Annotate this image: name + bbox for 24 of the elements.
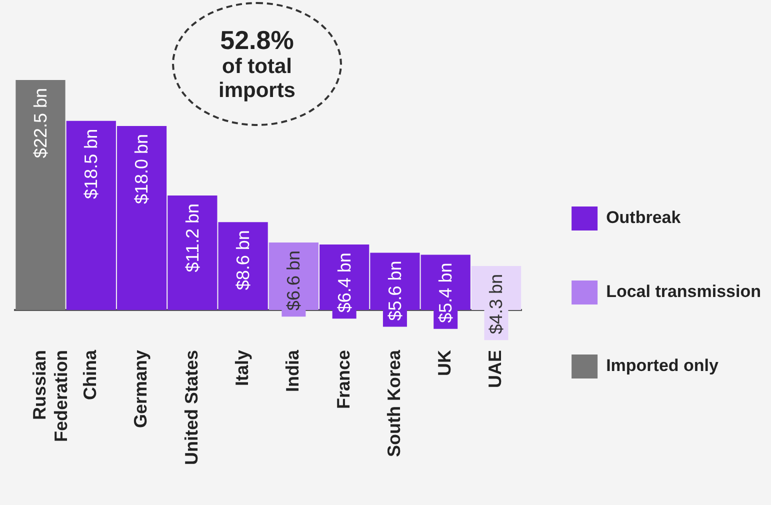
x-tick-label: UK <box>434 350 455 376</box>
data-label: $4.3 bn <box>486 274 506 334</box>
data-label: $6.4 bn <box>334 252 354 313</box>
legend-label: Outbreak <box>606 208 682 228</box>
data-label: $11.2 bn <box>182 203 202 272</box>
data-label: $5.4 bn <box>436 262 456 323</box>
x-tick-label: Germany <box>130 350 151 428</box>
legend-label: Imported only <box>606 356 720 376</box>
x-tick-label: South Korea <box>384 348 404 457</box>
data-label: $18.0 bn <box>132 134 152 204</box>
legend-label: Local transmission <box>606 282 762 302</box>
x-tick-label: France <box>333 350 354 410</box>
annotation: 52.8% of total imports <box>217 25 296 103</box>
data-label: $18.5 bn <box>81 128 102 199</box>
data-label: $6.6 bn <box>284 250 304 311</box>
data-label: $8.6 bn <box>233 230 254 290</box>
x-tick-label: UAE <box>485 350 506 388</box>
x-tick-label: United States <box>181 350 202 466</box>
data-label: $22.5 bn <box>30 88 50 158</box>
x-tick-label: India <box>282 349 303 392</box>
x-tick-label: Russian Federation <box>29 350 72 442</box>
x-tick-label: China <box>80 349 100 400</box>
data-label: $5.6 bn <box>384 260 405 321</box>
x-tick-label: Italy <box>232 350 252 386</box>
